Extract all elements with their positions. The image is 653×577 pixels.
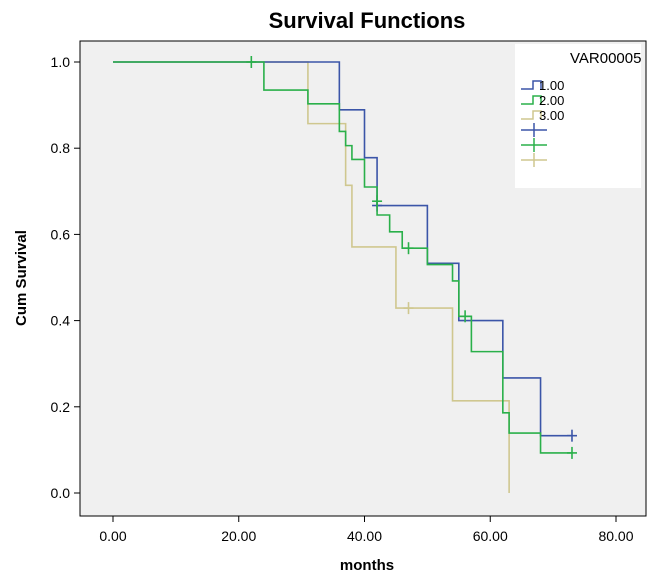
- legend-label: 2.00: [539, 93, 564, 108]
- legend-label: 1.00: [539, 78, 564, 93]
- legend-entry: 3.00: [521, 108, 564, 123]
- x-tick-label: 40.00: [347, 528, 382, 544]
- x-tick-label: 60.00: [473, 528, 508, 544]
- y-tick-label: 0.0: [51, 485, 71, 501]
- legend-entry: 2.00: [521, 93, 564, 108]
- legend-entry: [521, 153, 547, 167]
- series-layer: [113, 56, 577, 493]
- y-axis: 0.0 0.2 0.4 0.6 0.8 1.0: [51, 54, 80, 501]
- legend-box: [515, 44, 641, 188]
- legend-swatch: [521, 110, 542, 120]
- legend-title: VAR00005: [570, 50, 641, 67]
- censor-mark-2.00: [403, 242, 414, 255]
- x-tick-label: 0.00: [99, 528, 126, 544]
- y-tick-label: 0.8: [51, 140, 71, 156]
- legend-entry: [521, 123, 547, 137]
- censor-mark-2.00: [372, 195, 383, 208]
- censor-mark-2.00: [566, 446, 577, 459]
- legend-swatch: [521, 80, 542, 90]
- legend-entry: [521, 138, 547, 152]
- legend-entry: 1.00: [521, 78, 564, 93]
- censor-mark-2.00: [246, 56, 257, 68]
- x-tick-label: 80.00: [598, 528, 633, 544]
- y-tick-label: 1.0: [51, 54, 71, 70]
- chart-title: Survival Functions: [269, 8, 466, 33]
- legend-entries: 1.002.003.00: [521, 78, 564, 167]
- x-tick-label: 20.00: [221, 528, 256, 544]
- y-tick-label: 0.6: [51, 226, 71, 242]
- censor-mark-1.00: [566, 429, 577, 442]
- y-tick-label: 0.4: [51, 313, 71, 329]
- survival-line-3.00: [113, 61, 510, 493]
- legend-swatch: [521, 95, 542, 105]
- legend-label: 3.00: [539, 108, 564, 123]
- survival-line-1.00: [113, 61, 572, 437]
- censor-mark-3.00: [403, 302, 414, 315]
- legend: VAR00005 1.002.003.00: [515, 44, 641, 188]
- survival-line-2.00: [113, 61, 572, 454]
- x-axis-title: months: [340, 557, 394, 574]
- y-axis-title: Cum Survival: [13, 230, 30, 326]
- x-axis: 0.00 20.00 40.00 60.00 80.00: [99, 516, 634, 544]
- censor-mark-2.00: [460, 310, 471, 323]
- y-tick-label: 0.2: [51, 399, 71, 415]
